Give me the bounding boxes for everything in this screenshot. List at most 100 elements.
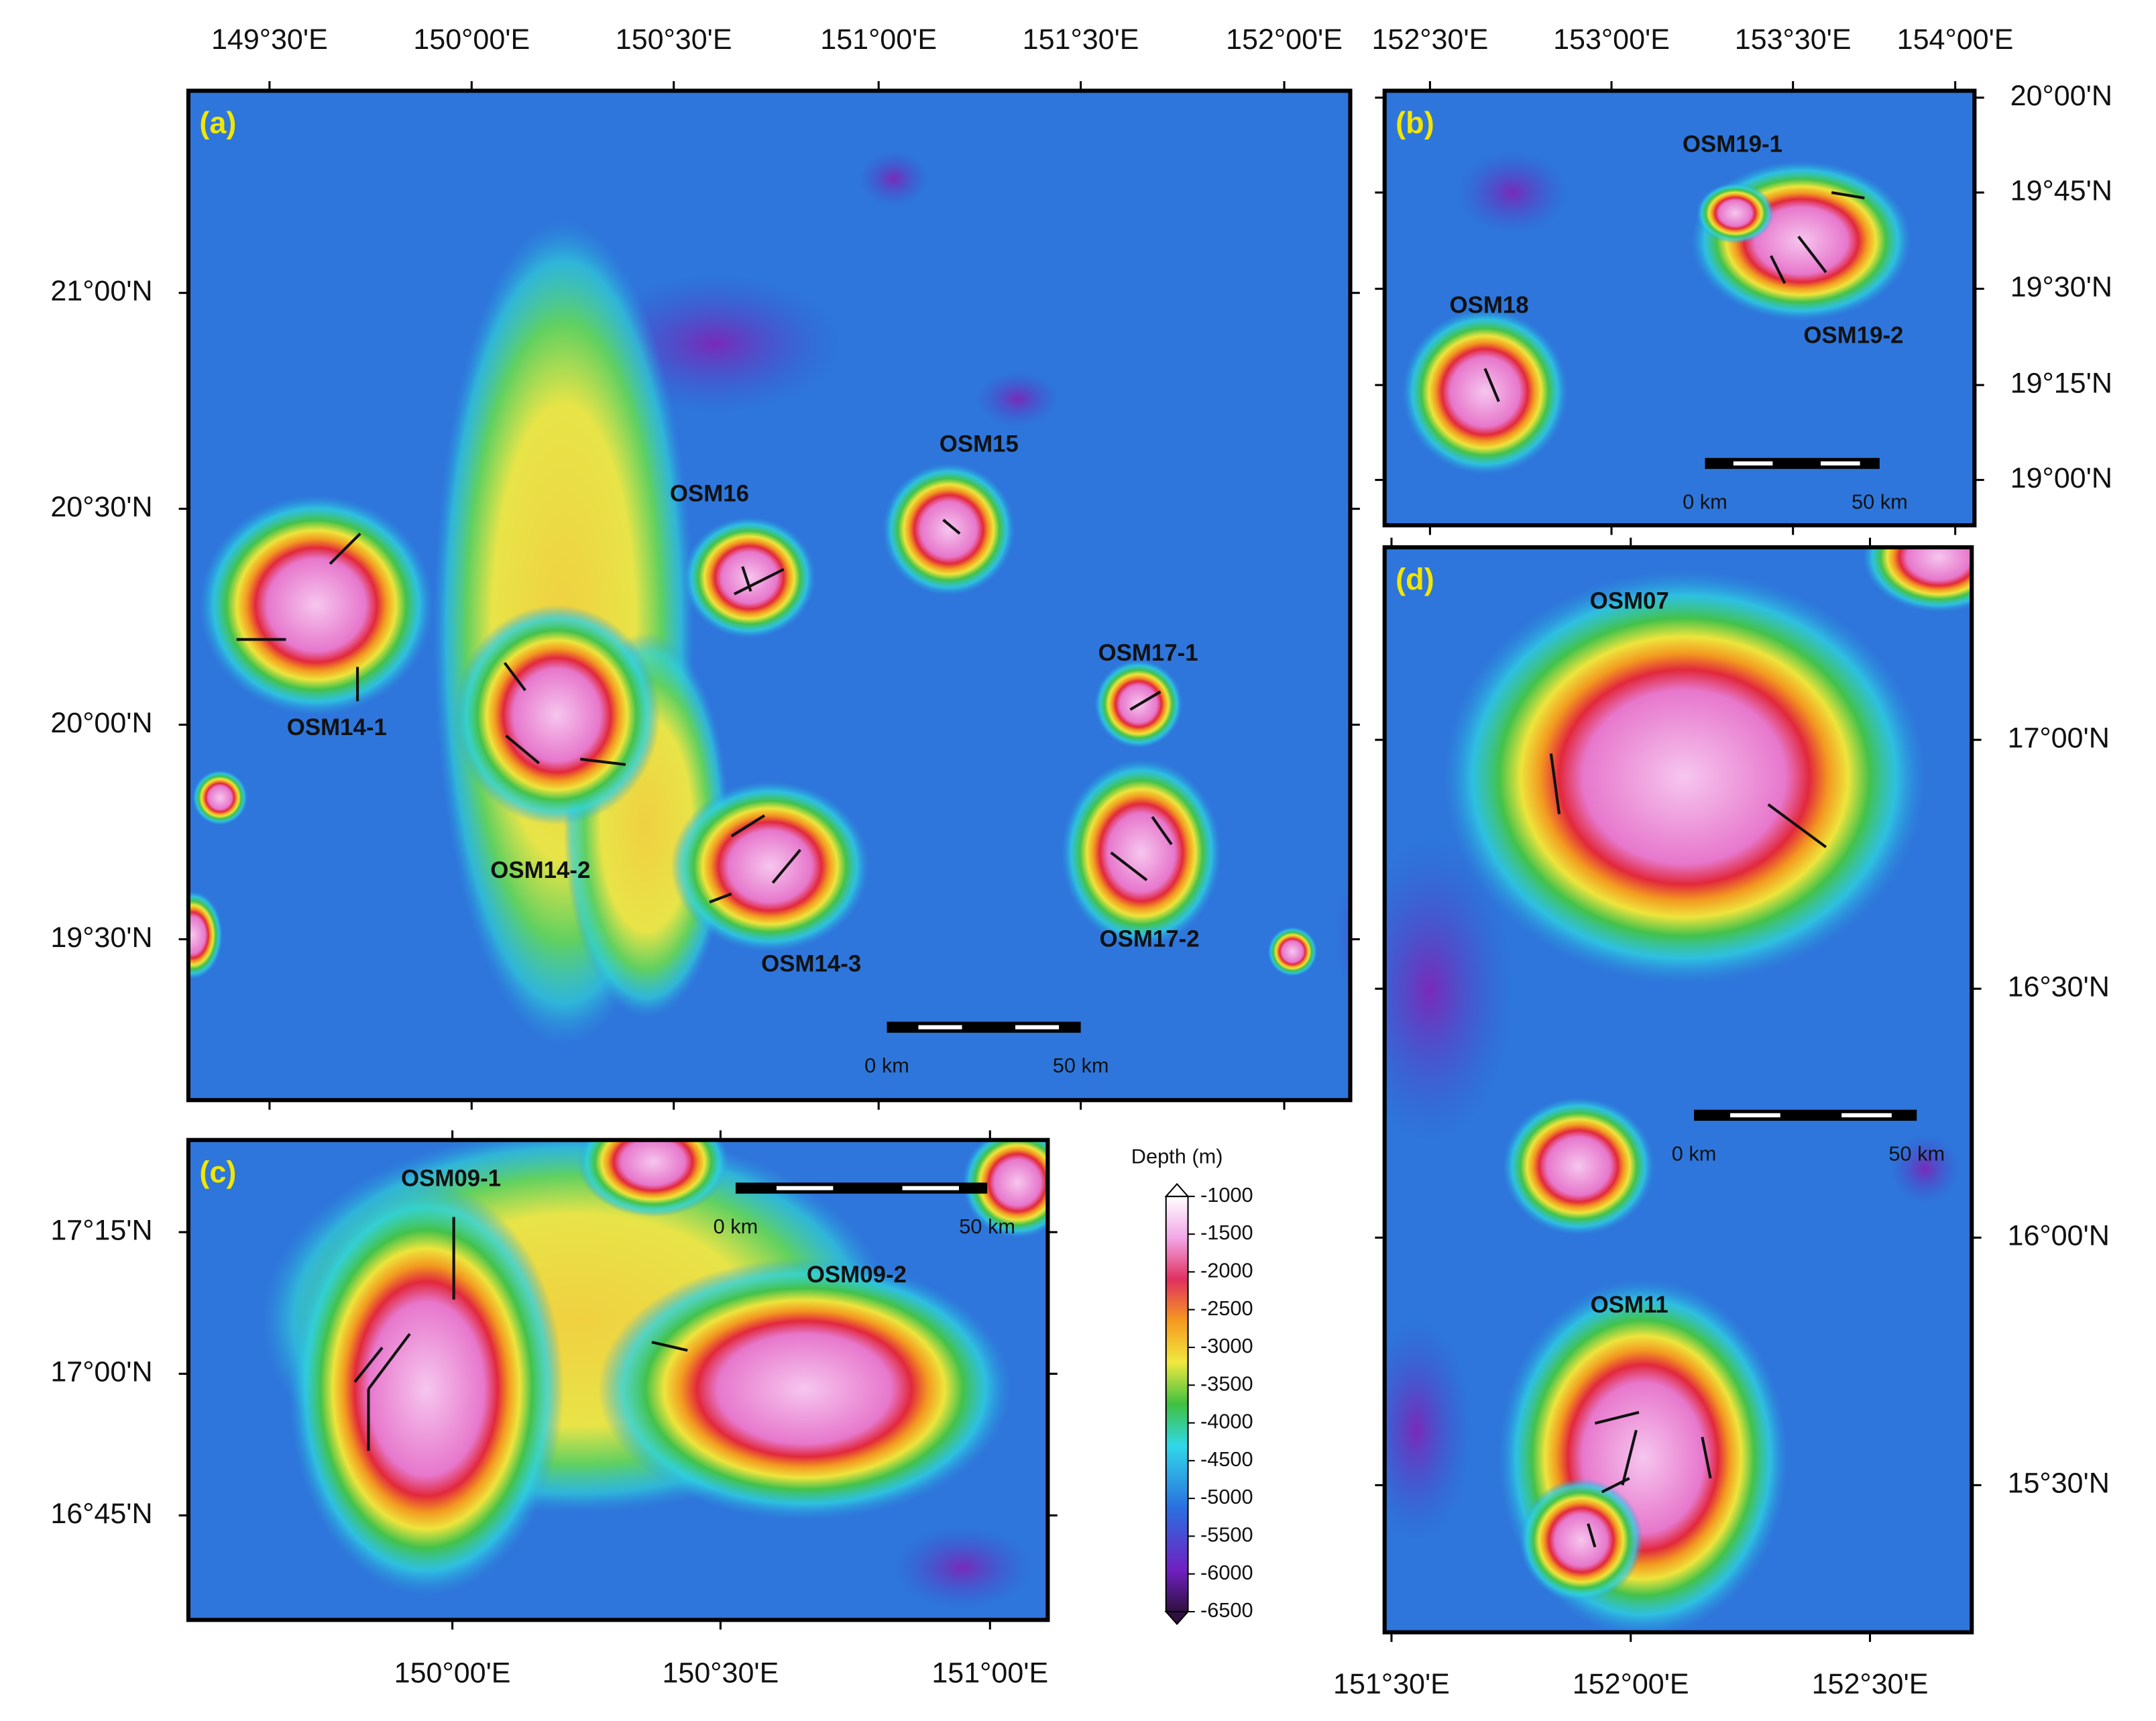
scale-seg: [1733, 461, 1773, 466]
scale-seg: [902, 1186, 959, 1190]
seamount: [1402, 309, 1568, 475]
colorbar-label: -2000: [1200, 1259, 1253, 1282]
profile-line: [942, 518, 961, 535]
lon-label: 153°30'E: [1735, 23, 1852, 56]
colorbar-label: -1500: [1200, 1221, 1253, 1244]
lat-label: 17°00'N: [50, 1356, 152, 1388]
lon-label: 150°30'E: [616, 23, 732, 56]
profile-line: [329, 533, 361, 565]
lon-label: 151°30'E: [1023, 23, 1139, 56]
lat-label: 20°00'N: [50, 707, 152, 739]
panel-frame: [1382, 545, 1974, 1634]
seamount: [1267, 926, 1318, 977]
colorbar-label: -6500: [1200, 1598, 1253, 1622]
panel-letter: (d): [1396, 562, 1434, 596]
seamount: [453, 605, 661, 826]
scale-label: 50 km: [1053, 1054, 1109, 1077]
colorbar-label: -3000: [1200, 1334, 1253, 1357]
seamount: [598, 1258, 1011, 1520]
lon-label: 151°00'E: [820, 23, 937, 56]
panel-letter: (b): [1396, 105, 1434, 140]
colorbar-label: -4500: [1200, 1447, 1253, 1471]
deep-basin: [1384, 1320, 1471, 1541]
colorbar-label: -5500: [1200, 1523, 1253, 1547]
lon-label: 153°00'E: [1553, 23, 1670, 56]
deep-basin: [976, 371, 1059, 427]
panel-frame: [1382, 89, 1977, 528]
lat-label: 21°00'N: [50, 275, 152, 307]
profile-line: [1594, 1410, 1640, 1425]
deep-basin: [1457, 151, 1568, 234]
map-panel: [188, 91, 1351, 1101]
seamount: [1503, 1097, 1654, 1235]
panel-frame: [186, 1137, 1050, 1622]
scale-label: 0 km: [864, 1054, 909, 1077]
lat-label: 16°45'N: [50, 1498, 152, 1530]
seamount-label: OSM09-1: [401, 1165, 501, 1191]
panel-letter: (c): [199, 1155, 236, 1189]
seamount: [1519, 1478, 1644, 1602]
seamount: [192, 770, 248, 826]
colorbar-label: -3500: [1200, 1372, 1253, 1395]
lon-label: 152°30'E: [1371, 23, 1488, 56]
scale-seg: [1730, 1113, 1780, 1117]
lat-label: 19°30'N: [2010, 271, 2112, 303]
profile-line: [1621, 1429, 1638, 1486]
seamount-label: OSM15: [940, 431, 1019, 457]
lat-label: 15°30'N: [2008, 1467, 2110, 1500]
scale-seg: [918, 1025, 962, 1030]
seamount-label: OSM14-3: [761, 951, 861, 977]
lat-label: 20°30'N: [50, 491, 152, 523]
lon-label: 150°30'E: [662, 1657, 779, 1689]
scale-label: 0 km: [714, 1215, 758, 1238]
map-panel: [188, 1140, 1048, 1620]
scale-seg: [1841, 1113, 1892, 1117]
seamount: [671, 781, 869, 952]
seamount-label: OSM16: [670, 480, 749, 506]
profile-line: [1483, 368, 1500, 402]
lat-label: 17°00'N: [2008, 722, 2110, 754]
scale-seg: [1820, 461, 1860, 466]
lat-label: 20°00'N: [2010, 80, 2112, 112]
profile-line: [1770, 255, 1786, 284]
profile-line: [1110, 851, 1148, 881]
panel-frame: [186, 89, 1353, 1103]
lon-label: 152°00'E: [1226, 23, 1343, 56]
profile-line: [367, 1333, 411, 1390]
colorbar-label: -2500: [1200, 1296, 1253, 1320]
colorbar-label: -4000: [1200, 1410, 1253, 1433]
deep-basin: [1384, 838, 1513, 1142]
deep-basin: [859, 151, 929, 207]
seamount-label: OSM09-2: [807, 1262, 907, 1288]
colorbar-label: -6000: [1200, 1561, 1253, 1584]
deep-basin: [893, 1526, 1031, 1609]
profile-line: [730, 814, 766, 838]
profile-line: [1151, 816, 1173, 846]
scale-bar: [1694, 1109, 1917, 1121]
lon-label: 150°00'E: [394, 1657, 511, 1689]
panel-letter: (a): [199, 105, 236, 140]
profile-line: [1129, 690, 1161, 711]
profile-line: [1831, 191, 1865, 200]
scale-label: 0 km: [1683, 490, 1727, 514]
profile-line: [651, 1341, 688, 1352]
profile-line: [709, 892, 732, 903]
profile-line: [503, 662, 526, 691]
scale-label: 0 km: [1672, 1142, 1717, 1165]
scale-bar: [735, 1182, 988, 1194]
lon-label: 150°00'E: [413, 23, 530, 56]
seamount: [1061, 759, 1221, 946]
seamount: [577, 1140, 729, 1217]
profile-line: [1601, 1477, 1630, 1494]
seamount: [1697, 182, 1774, 243]
seamount: [288, 1182, 564, 1596]
seamount-label: OSM19-2: [1803, 323, 1903, 349]
scale-bar: [1705, 457, 1880, 469]
map-panel: [1384, 91, 1975, 526]
profile-line: [733, 568, 785, 596]
profile-line: [741, 566, 752, 592]
lon-label: 149°30'E: [211, 23, 328, 56]
deep-basin: [1333, 876, 1351, 995]
